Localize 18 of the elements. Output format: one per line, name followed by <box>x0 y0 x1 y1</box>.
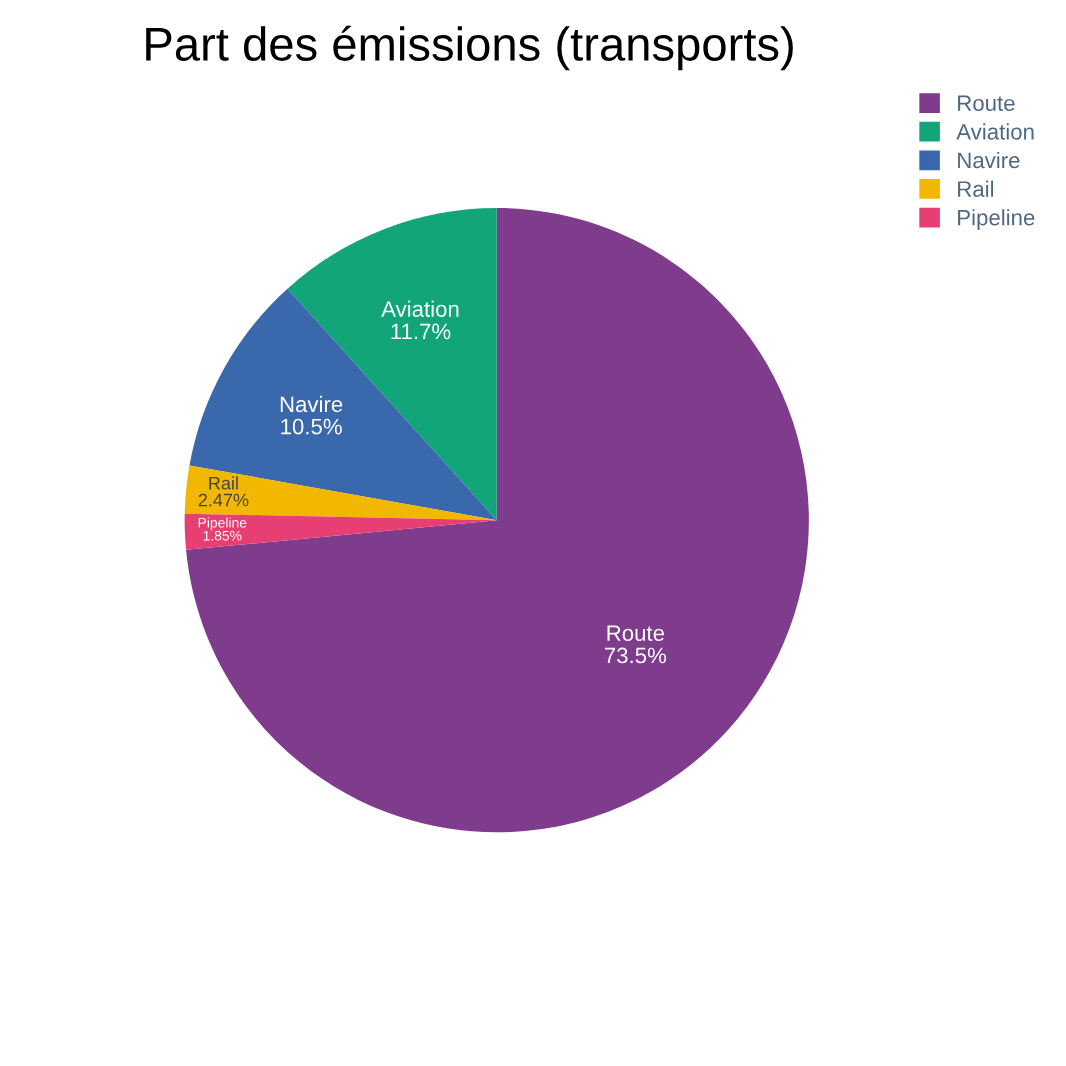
legend-label: Rail <box>958 180 994 197</box>
pie-slice <box>184 513 497 550</box>
pie-slice <box>189 288 497 521</box>
data-label: 2.47% <box>198 493 249 507</box>
pie-slice <box>186 208 809 833</box>
slice-label: Rail <box>209 476 238 490</box>
slice-label: Aviation <box>381 300 459 317</box>
slice-label: Route <box>607 625 664 641</box>
data-label: 73.5% <box>604 647 667 664</box>
pie-slice <box>184 465 497 521</box>
data-label: 10.5% <box>281 418 342 435</box>
slice-label: Navire <box>280 395 343 413</box>
legend-label: Route <box>958 95 1015 112</box>
chart-title: Part des émissions (transports) <box>146 25 793 71</box>
legend-label: Pipeline <box>958 209 1035 230</box>
legend-label: Navire <box>958 151 1020 169</box>
data-label: 11.7% <box>391 323 451 340</box>
legend-label: Aviation <box>956 123 1034 140</box>
